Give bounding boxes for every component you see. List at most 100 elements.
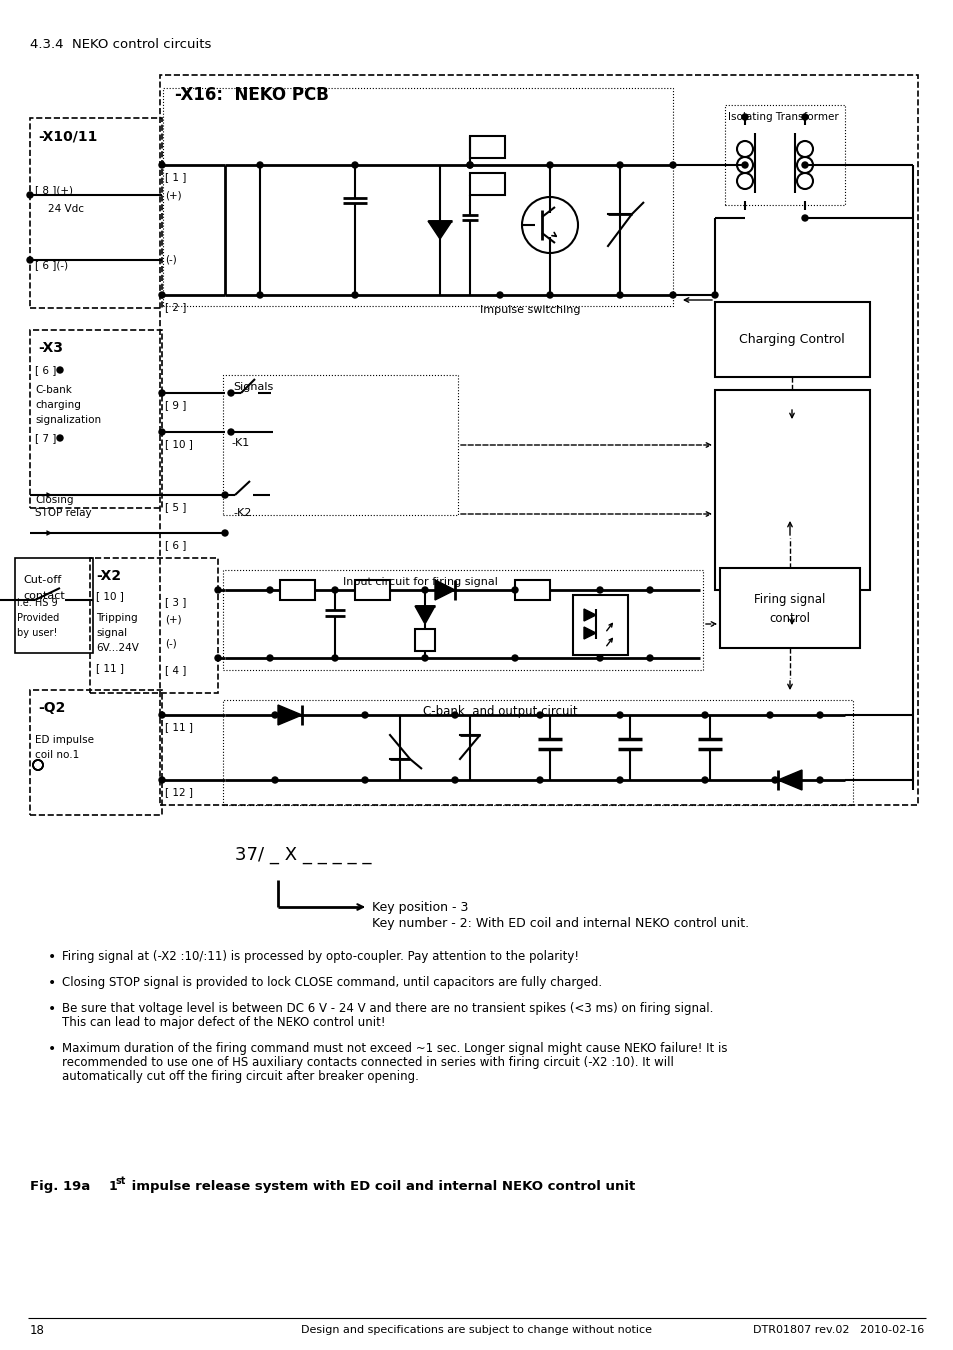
Circle shape <box>352 292 357 298</box>
Bar <box>415 629 435 651</box>
Text: 6V...24V: 6V...24V <box>96 643 139 653</box>
Text: (-): (-) <box>165 639 176 648</box>
Circle shape <box>421 587 428 593</box>
Circle shape <box>741 113 747 120</box>
Text: Input circuit for firing signal: Input circuit for firing signal <box>343 576 497 587</box>
Text: [ 8 ](+): [ 8 ](+) <box>35 185 73 194</box>
Text: Tripping: Tripping <box>96 613 137 622</box>
Circle shape <box>332 587 337 593</box>
Circle shape <box>497 292 502 298</box>
Text: -X2: -X2 <box>96 568 121 583</box>
Text: [ 11 ]: [ 11 ] <box>165 722 193 732</box>
Circle shape <box>646 655 652 662</box>
Text: [ 10 ]: [ 10 ] <box>165 439 193 450</box>
Polygon shape <box>415 606 435 624</box>
Circle shape <box>617 711 622 718</box>
Text: recommended to use one of HS auxiliary contacts connected in series with firing : recommended to use one of HS auxiliary c… <box>62 1056 673 1069</box>
Text: st: st <box>116 1176 126 1187</box>
Circle shape <box>159 711 165 718</box>
Circle shape <box>617 778 622 783</box>
Circle shape <box>801 162 807 167</box>
Text: Maximum duration of the firing command must not exceed ~1 sec. Longer signal mig: Maximum duration of the firing command m… <box>62 1042 727 1054</box>
Text: -X3: -X3 <box>38 342 63 355</box>
Bar <box>30 690 162 815</box>
Text: Cut-off: Cut-off <box>23 575 61 585</box>
Circle shape <box>159 292 165 298</box>
Circle shape <box>272 711 277 718</box>
Circle shape <box>467 162 473 167</box>
Circle shape <box>421 655 428 662</box>
Text: Closing STOP signal is provided to lock CLOSE command, until capacitors are full: Closing STOP signal is provided to lock … <box>62 976 601 990</box>
Circle shape <box>669 292 676 298</box>
Text: Key number - 2: With ED coil and internal NEKO control unit.: Key number - 2: With ED coil and interna… <box>372 917 748 930</box>
Text: •: • <box>48 976 56 990</box>
Text: Provided: Provided <box>17 613 59 622</box>
Circle shape <box>222 531 228 536</box>
Circle shape <box>512 587 517 593</box>
Bar <box>714 302 869 377</box>
Circle shape <box>546 292 553 298</box>
Circle shape <box>537 711 542 718</box>
Circle shape <box>159 162 165 167</box>
Text: Impulse switching: Impulse switching <box>479 305 579 315</box>
Text: Firing signal at (-X2 :10/:11) is processed by opto-coupler. Pay attention to th: Firing signal at (-X2 :10/:11) is proces… <box>62 950 578 963</box>
Circle shape <box>267 587 273 593</box>
Bar <box>30 329 162 508</box>
Bar <box>724 105 844 205</box>
Text: i.e. HS 9: i.e. HS 9 <box>17 598 57 608</box>
Circle shape <box>452 778 457 783</box>
Circle shape <box>214 587 221 593</box>
Text: Design and specifications are subject to change without notice: Design and specifications are subject to… <box>301 1324 652 1335</box>
Text: [ 4 ]: [ 4 ] <box>165 666 186 675</box>
Text: [ 10 ]: [ 10 ] <box>96 591 124 601</box>
Text: 4.3.4  NEKO control circuits: 4.3.4 NEKO control circuits <box>30 39 212 51</box>
Bar <box>90 558 218 693</box>
Circle shape <box>617 292 622 298</box>
Text: [ 2 ]: [ 2 ] <box>165 302 186 312</box>
Circle shape <box>467 162 473 167</box>
Text: [ 7 ]: [ 7 ] <box>35 433 56 443</box>
Text: control: control <box>769 612 810 625</box>
Text: charging: charging <box>35 400 81 410</box>
Circle shape <box>57 367 63 373</box>
Text: by user!: by user! <box>17 628 57 639</box>
Text: impulse release system with ED coil and internal NEKO control unit: impulse release system with ED coil and … <box>127 1180 635 1193</box>
Text: DTR01807 rev.02   2010-02-16: DTR01807 rev.02 2010-02-16 <box>752 1324 923 1335</box>
Polygon shape <box>583 609 596 621</box>
Text: 37/ _ X _ _ _ _ _: 37/ _ X _ _ _ _ _ <box>234 846 371 864</box>
Circle shape <box>27 192 33 198</box>
Text: Isolating Transformer: Isolating Transformer <box>727 112 838 122</box>
Text: This can lead to major defect of the NEKO control unit!: This can lead to major defect of the NEK… <box>62 1017 385 1029</box>
Text: [ 6 ]: [ 6 ] <box>165 540 186 549</box>
Circle shape <box>816 711 822 718</box>
Bar <box>15 558 92 653</box>
Bar <box>223 375 457 514</box>
Bar <box>714 390 869 590</box>
Circle shape <box>452 711 457 718</box>
Circle shape <box>512 655 517 662</box>
Text: [ 11 ]: [ 11 ] <box>96 663 124 674</box>
Text: Fig. 19a: Fig. 19a <box>30 1180 99 1193</box>
Bar <box>515 580 550 599</box>
Circle shape <box>159 390 165 396</box>
Text: [ 1 ]: [ 1 ] <box>165 171 186 182</box>
Circle shape <box>222 491 228 498</box>
Polygon shape <box>428 221 452 239</box>
Bar <box>720 568 859 648</box>
Circle shape <box>801 113 807 120</box>
Bar <box>223 570 702 670</box>
Text: (-): (-) <box>165 255 176 265</box>
Circle shape <box>816 778 822 783</box>
Text: [ 9 ]: [ 9 ] <box>165 400 186 410</box>
Text: Charging Control: Charging Control <box>739 332 844 346</box>
Circle shape <box>771 778 778 783</box>
Circle shape <box>361 711 368 718</box>
Circle shape <box>617 162 622 167</box>
Circle shape <box>228 429 233 435</box>
Text: -X16:  NEKO PCB: -X16: NEKO PCB <box>174 86 329 104</box>
Bar <box>573 595 627 655</box>
Circle shape <box>646 587 652 593</box>
Circle shape <box>701 778 707 783</box>
Bar <box>280 580 314 599</box>
Text: [ 5 ]: [ 5 ] <box>165 502 186 512</box>
